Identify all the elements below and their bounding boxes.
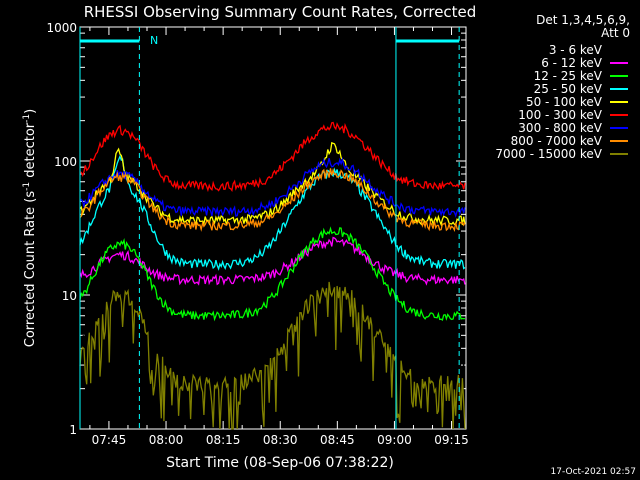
legend-label: 3 - 6 keV [549,43,603,57]
series-line-8 [79,167,466,232]
axis-ticks: 07:45 08:00 08:15 08:30 08:45 09:00 09:15 1 10 10… [46,21,468,447]
legend-label: 12 - 25 keV [534,69,603,83]
series-line-3 [79,226,465,322]
y-tick-label: 1 [69,423,77,437]
legend-label: 7000 - 15000 keV [495,147,602,161]
legend-label: 100 - 300 keV [518,108,602,122]
night-label: N [150,34,158,47]
x-axis-label: Start Time (08-Sep-06 07:38:22) [166,455,394,471]
y-axis-label: Corrected Count Rate (s-1 detector-1) [22,109,38,347]
x-tick-label: 08:45 [320,433,355,447]
legend-label: 300 - 800 keV [518,121,602,135]
x-tick-label: 08:15 [206,433,241,447]
legend-header-2: Att 0 [601,26,630,40]
series-line-7 [79,156,466,218]
series-line-9 [79,281,466,430]
legend-label: 50 - 100 keV [526,95,603,109]
night-markers [79,27,460,429]
x-tick-label: 07:45 [92,433,127,447]
legend-header-1: Det 1,3,4,5,6,9, [536,13,630,27]
series-line-6 [79,121,466,193]
legend-label: 800 - 7000 keV [511,134,603,148]
x-tick-label: 09:15 [434,433,469,447]
x-tick-label: 08:00 [149,433,184,447]
series-line-2 [79,236,466,286]
legend-label: 6 - 12 keV [541,56,603,70]
y-tick-label: 100 [54,155,77,169]
timestamp: 17-Oct-2021 02:57 [551,467,636,477]
series-layer [79,121,466,430]
x-tick-label: 08:30 [263,433,298,447]
legend-label: 25 - 50 keV [534,82,603,96]
series-line-4 [79,154,466,271]
series-line-1 [79,269,466,426]
y-tick-label: 10 [62,289,77,303]
y-tick-label: 1000 [46,21,77,35]
chart-title: RHESSI Observing Summary Count Rates, Co… [84,3,477,21]
x-tick-label: 09:00 [377,433,412,447]
